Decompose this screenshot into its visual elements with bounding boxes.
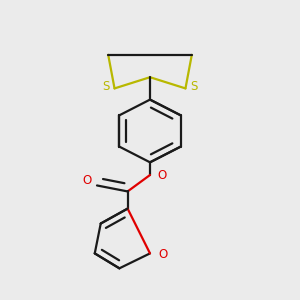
Text: O: O (157, 169, 167, 182)
Text: O: O (82, 175, 91, 188)
Text: O: O (159, 248, 168, 261)
Text: S: S (103, 80, 110, 93)
Text: S: S (190, 80, 197, 93)
